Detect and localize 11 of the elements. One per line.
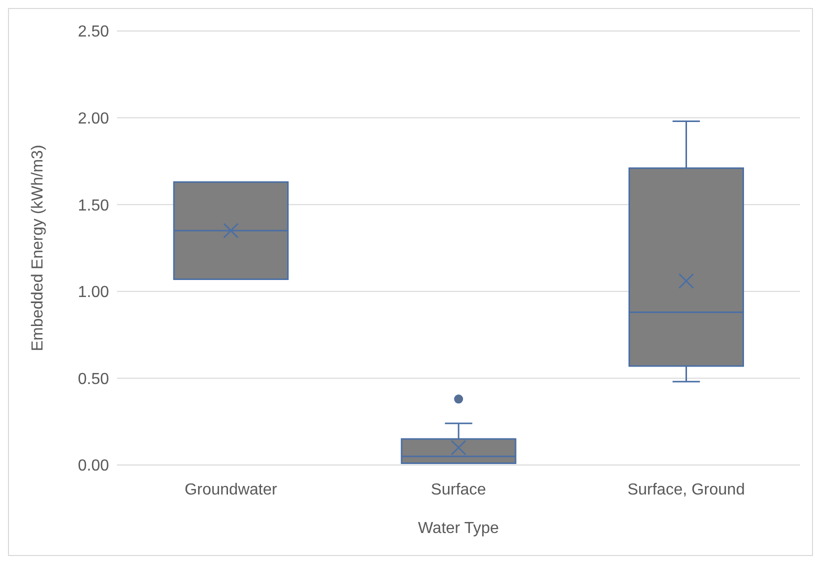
y-tick-label: 1.00 [78,284,110,302]
x-tick-label: Groundwater [184,481,278,498]
x-tick-label: Surface [430,481,486,498]
y-tick-label: 0.00 [78,458,110,475]
y-tick-label: 1.50 [78,197,110,214]
y-axis-title: Embedded Energy (kWh/m3) [30,144,47,352]
x-tick-label: Surface, Ground [627,481,745,498]
y-tick-label: 2.00 [78,110,110,128]
y-tick-label: 0.50 [78,370,110,388]
y-tick-label: 2.50 [78,24,110,41]
x-axis-title: Water Type [418,520,500,537]
